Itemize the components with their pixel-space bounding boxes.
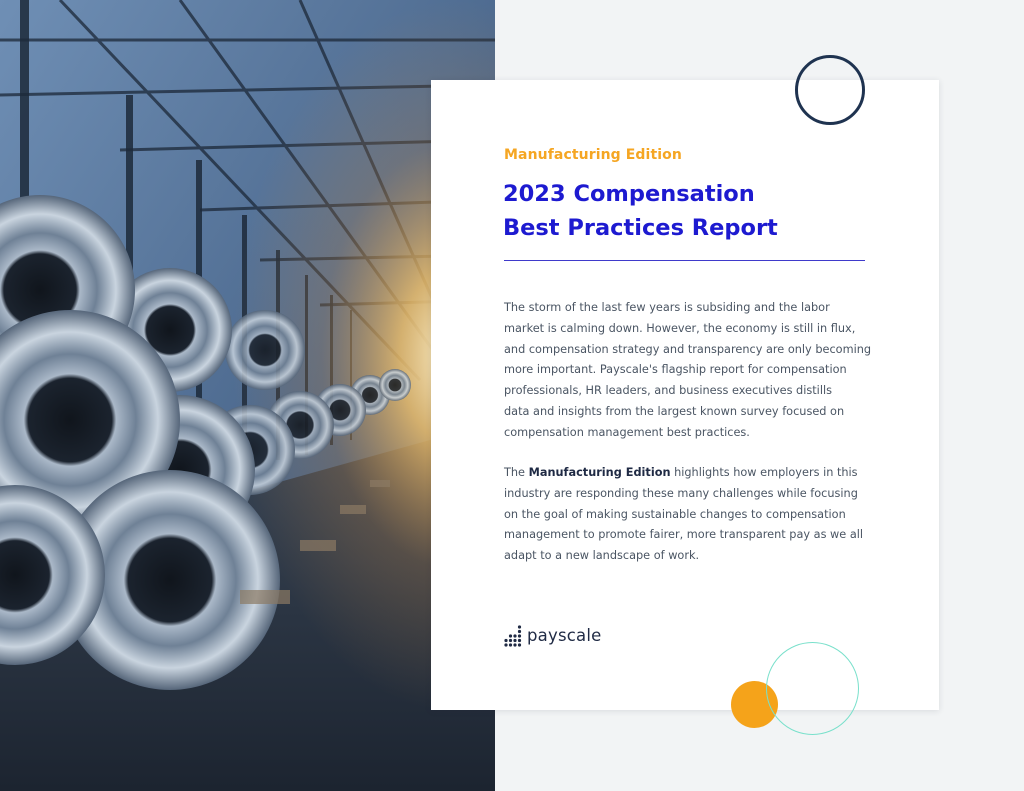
report-title: 2023 Compensation Best Practices Report <box>503 177 903 245</box>
decorative-navy-circle <box>795 55 865 125</box>
edition-emphasis: Manufacturing Edition <box>528 466 671 479</box>
intro-line: professionals, HR leaders, and business … <box>504 384 832 398</box>
edition-prefix: The <box>504 466 529 479</box>
warehouse-illustration <box>0 0 495 791</box>
intro-line: The storm of the last few years is subsi… <box>504 301 830 314</box>
report-card: Manufacturing Edition 2023 Compensation … <box>431 80 939 710</box>
edition-line: management to promote fairer, more trans… <box>504 528 864 542</box>
edition-label: Manufacturing Edition <box>504 147 682 163</box>
edition-paragraph: The Manufacturing Edition highlights how… <box>504 463 872 567</box>
title-divider <box>504 260 865 261</box>
edition-line: adapt to a new landscape of work. <box>504 549 700 563</box>
payscale-logo: payscale <box>503 620 601 650</box>
intro-line: more important. Payscale's flagship repo… <box>504 363 847 377</box>
report-title-line-2: Best Practices Report <box>503 215 778 241</box>
report-title-line-1: 2023 Compensation <box>503 181 755 207</box>
edition-line: on the goal of making sustainable change… <box>504 507 846 521</box>
intro-paragraph: The storm of the last few years is subsi… <box>504 298 872 444</box>
payscale-bars-icon <box>504 625 522 647</box>
decorative-mint-circle <box>766 642 859 735</box>
edition-line-rest: highlights how employers in this <box>670 466 858 479</box>
edition-line: The Manufacturing Edition highlights how… <box>504 463 872 484</box>
intro-line: data and insights from the largest known… <box>504 404 845 418</box>
cover-photo-steel-coils <box>0 0 495 791</box>
brand-name: payscale <box>527 625 602 645</box>
intro-line: compensation management best practices. <box>504 425 750 439</box>
intro-line: and compensation strategy and transparen… <box>504 342 872 356</box>
intro-line: market is calming down. However, the eco… <box>504 321 856 335</box>
edition-line: industry are responding these many chall… <box>504 486 858 500</box>
